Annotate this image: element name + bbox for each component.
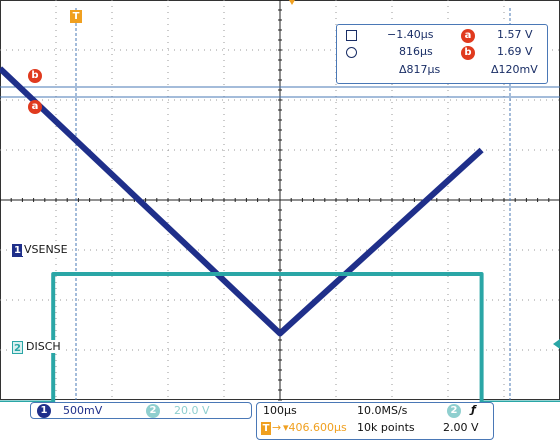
timebase-panel: 100µs 10.0MS/s T → ▾406.600µs 10k points… <box>256 402 494 440</box>
delta-voltage: Δ120mV <box>491 63 538 76</box>
cursor-b-time: 816µs <box>399 45 433 58</box>
ch2-scale-badge[interactable]: 2 <box>146 404 160 418</box>
top-trigger-marker <box>289 0 295 5</box>
record-length: 10k points <box>357 421 415 434</box>
ch1-scale-badge[interactable]: 1 <box>37 404 51 418</box>
cursor-readout-panel: −1.40µs 816µs Δ817µs a b 1.57 V 1.69 V Δ… <box>336 24 548 84</box>
cursor-b-voltage: 1.69 V <box>497 45 533 58</box>
sample-rate: 10.0MS/s <box>357 404 408 417</box>
status-bar: 1 500mV 2 20.0 V 100µs 10.0MS/s T → ▾406… <box>0 402 560 440</box>
trigger-source-badge[interactable]: 2 <box>447 404 461 418</box>
ch2-scale[interactable]: 20.0 V <box>174 404 210 417</box>
delta-time: Δ817µs <box>399 63 441 76</box>
level-marker-b[interactable]: b <box>28 69 42 83</box>
cursor-a-time: −1.40µs <box>387 28 434 41</box>
cursor-a-badge: a <box>461 29 475 43</box>
trigger-slope-icon[interactable]: ƒ <box>471 403 476 416</box>
channel-scale-panel: 1 500mV 2 20.0 V <box>30 402 252 419</box>
time-per-div[interactable]: 100µs <box>263 404 297 417</box>
ch1-trace <box>0 66 484 337</box>
cursor-b-badge: b <box>461 46 475 60</box>
trigger-position-icon: T <box>261 422 271 435</box>
trigger-position[interactable]: ▾406.600µs <box>283 421 347 434</box>
ch1-label: VSENSE <box>22 243 70 256</box>
square-cursor-icon <box>346 30 357 41</box>
ch2-label: DISCH <box>24 340 63 353</box>
ch1-scale[interactable]: 500mV <box>63 404 103 417</box>
cursor-a-voltage: 1.57 V <box>497 28 533 41</box>
trigger-level[interactable]: 2.00 V <box>443 421 479 434</box>
trigger-arrow: → <box>272 421 282 434</box>
trigger-position-marker[interactable]: T <box>70 10 82 23</box>
level-marker-a[interactable]: a <box>28 100 42 114</box>
ch1-marker-number: 1 <box>12 244 23 257</box>
ch2-marker-number: 2 <box>12 341 23 354</box>
right-ch2-marker <box>553 339 560 349</box>
circle-cursor-icon <box>346 47 357 58</box>
